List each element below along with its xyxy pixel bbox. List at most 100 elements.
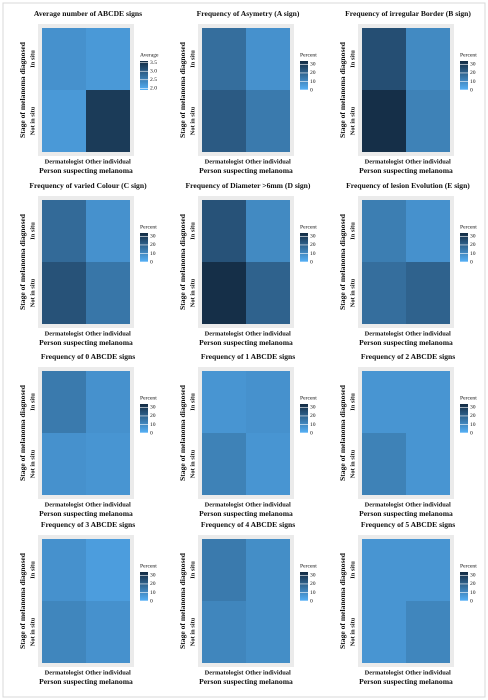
x-tick-label: Other individual — [245, 158, 291, 165]
colorbar-tick-label: 30 — [150, 573, 156, 579]
x-tick-label: Other individual — [405, 669, 451, 676]
colorbar — [140, 61, 148, 90]
y-tick-label: In situ — [349, 222, 356, 240]
y-tick-label: Not in situ — [189, 449, 196, 478]
heat-tile — [42, 200, 86, 262]
panel: Frequency of 1 ABCDE signs Dermatologist O… — [178, 352, 317, 518]
x-tick-label: Other individual — [245, 669, 291, 676]
y-axis-label: Stage of melanoma diagnosed — [18, 384, 27, 481]
x-axis-label: Person suspecting melanoma — [359, 509, 453, 518]
heat-tile — [42, 371, 86, 433]
x-tick-label: Dermatologist — [45, 158, 85, 165]
panel: Frequency of lesion Evolution (E sign) De… — [338, 181, 477, 347]
heat-tile — [42, 539, 86, 601]
colorbar — [460, 233, 468, 262]
panel: Frequency of varied Colour (C sign) Derma… — [18, 181, 157, 347]
y-axis-label: Stage of melanoma diagnosed — [338, 384, 347, 481]
heat-tile — [202, 200, 246, 262]
heat-tile — [42, 262, 86, 324]
panel: Frequency of 2 ABCDE signs Dermatologist O… — [338, 352, 477, 518]
colorbar-tick-label: 10 — [310, 422, 316, 428]
x-axis-label: Person suspecting melanoma — [199, 166, 293, 175]
y-axis-label: Stage of melanoma diagnosed — [178, 552, 187, 649]
x-axis-label: Person suspecting melanoma — [359, 677, 453, 686]
colorbar-tick-label: 0 — [310, 259, 313, 265]
colorbar-tick-label: 10 — [150, 251, 156, 257]
colorbar-tick-label: 10 — [310, 79, 316, 85]
heat-tile — [246, 200, 290, 262]
heat-tile — [86, 601, 130, 663]
colorbar — [300, 233, 308, 262]
chart-title: Frequency of irregular Border (B sign) — [345, 9, 471, 18]
heat-tile — [362, 539, 406, 601]
x-tick-label: Other individual — [85, 330, 131, 337]
heat-tile — [42, 90, 86, 152]
colorbar-tick-label: 30 — [150, 405, 156, 411]
colorbar-tick-label: 0 — [150, 598, 153, 604]
x-tick-label: Dermatologist — [365, 158, 405, 165]
legend-title: Percent — [300, 52, 317, 58]
heat-tile — [406, 90, 450, 152]
legend-title: Percent — [140, 224, 157, 230]
colorbar-tick-label: 10 — [470, 251, 476, 257]
x-axis-label: Person suspecting melanoma — [199, 509, 293, 518]
heat-tile — [406, 601, 450, 663]
y-tick-label: In situ — [349, 561, 356, 579]
x-tick-label: Other individual — [85, 501, 131, 508]
heat-tile — [362, 262, 406, 324]
heat-tile — [246, 371, 290, 433]
x-tick-label: Dermatologist — [45, 330, 85, 337]
colorbar-tick-label: 10 — [470, 79, 476, 85]
colorbar-tick-label: 0 — [310, 598, 313, 604]
colorbar-tick-label: 20 — [310, 413, 316, 419]
x-tick-label: Dermatologist — [45, 669, 85, 676]
y-axis-label: Stage of melanoma diagnosed — [338, 213, 347, 310]
colorbar — [140, 404, 148, 433]
chart-title: Frequency of 4 ABCDE signs — [201, 520, 295, 529]
x-axis-label: Person suspecting melanoma — [39, 338, 133, 347]
x-tick-label: Other individual — [245, 330, 291, 337]
y-tick-label: In situ — [29, 393, 36, 411]
colorbar-tick-label: 30 — [470, 234, 476, 240]
colorbar-tick-label: 2.5 — [150, 77, 157, 83]
colorbar-tick-label: 0 — [470, 259, 473, 265]
colorbar-tick-label: 20 — [150, 242, 156, 248]
y-axis-label: Stage of melanoma diagnosed — [18, 41, 27, 138]
panel: Frequency of Asymetry (A sign) Dermatolog… — [178, 9, 317, 175]
chart-title: Frequency of Asymetry (A sign) — [197, 9, 300, 18]
panel: Frequency of Diameter >6mm (D sign) Derma… — [178, 181, 317, 347]
legend-title: Percent — [460, 52, 477, 58]
legend-title: Percent — [140, 563, 157, 569]
heat-tile — [362, 200, 406, 262]
legend-title: Percent — [300, 395, 317, 401]
heat-tile — [202, 28, 246, 90]
x-axis-label: Person suspecting melanoma — [359, 338, 453, 347]
x-tick-label: Other individual — [85, 669, 131, 676]
x-tick-label: Other individual — [85, 158, 131, 165]
heat-tile — [406, 539, 450, 601]
legend-title: Percent — [460, 563, 477, 569]
y-tick-label: In situ — [29, 50, 36, 68]
chart-title: Frequency of 2 ABCDE signs — [361, 352, 455, 361]
y-tick-label: In situ — [349, 50, 356, 68]
heat-tile — [86, 433, 130, 495]
x-axis-label: Person suspecting melanoma — [39, 509, 133, 518]
panel: Frequency of 5 ABCDE signs Dermatologist O… — [338, 520, 477, 686]
y-tick-label: In situ — [29, 222, 36, 240]
colorbar-tick-label: 3.0 — [150, 69, 157, 75]
colorbar-tick-label: 30 — [310, 234, 316, 240]
chart-title: Average number of ABCDE signs — [34, 9, 142, 18]
y-tick-label: Not in situ — [349, 106, 356, 135]
heat-tile — [246, 90, 290, 152]
colorbar — [460, 404, 468, 433]
legend-title: Percent — [460, 224, 477, 230]
heat-tile — [86, 539, 130, 601]
colorbar-tick-label: 20 — [470, 70, 476, 76]
y-tick-label: Not in situ — [29, 278, 36, 307]
y-tick-label: Not in situ — [189, 617, 196, 646]
y-tick-label: Not in situ — [349, 617, 356, 646]
colorbar — [300, 404, 308, 433]
x-axis-label: Person suspecting melanoma — [359, 166, 453, 175]
x-axis-label: Person suspecting melanoma — [199, 677, 293, 686]
colorbar-tick-label: 20 — [310, 70, 316, 76]
